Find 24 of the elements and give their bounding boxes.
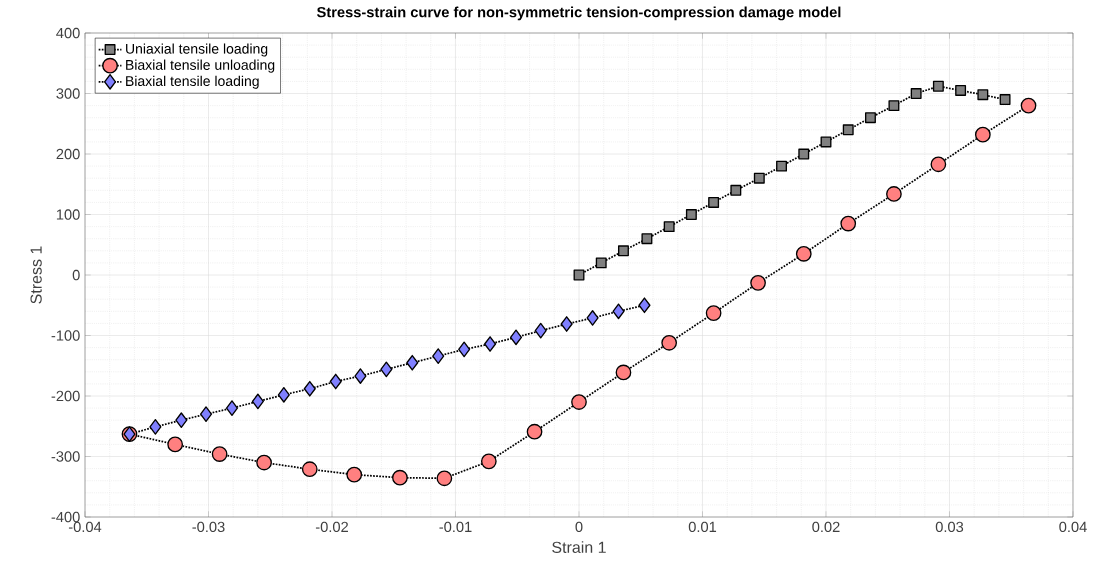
x-tick-label: -0.04 (68, 521, 102, 533)
y-tick-label: -300 (51, 451, 80, 462)
y-tick-label: -100 (51, 330, 80, 341)
legend-label: Uniaxial tensile loading (126, 43, 268, 57)
x-tick-label: 0.04 (1059, 521, 1087, 533)
y-tick-label: 400 (56, 27, 80, 39)
x-axis-title: Strain 1 (552, 541, 606, 553)
x-tick-label: -0.01 (439, 521, 472, 533)
legend-label: Biaxial tensile loading (126, 75, 259, 89)
y-tick-label: -200 (51, 390, 80, 402)
x-tick-label: 0.01 (688, 521, 717, 533)
y-axis-title: Stress 1 (30, 246, 42, 304)
x-tick-label: 0.02 (812, 521, 840, 533)
x-tick-label: 0 (575, 521, 583, 533)
x-tick-label: -0.02 (315, 521, 348, 533)
x-tick-label: 0.03 (935, 521, 964, 533)
y-tick-label: 100 (56, 209, 80, 220)
chart-title: Stress-strain curve for non-symmetric tension-compression damage model (316, 6, 841, 21)
legend-label: Biaxial tensile unloading (126, 59, 275, 73)
x-tick-label: -0.03 (192, 521, 225, 533)
y-tick-label: 200 (56, 148, 80, 160)
y-tick-label: 0 (72, 269, 80, 281)
y-tick-label: -400 (51, 511, 80, 523)
y-tick-label: 300 (56, 88, 80, 99)
